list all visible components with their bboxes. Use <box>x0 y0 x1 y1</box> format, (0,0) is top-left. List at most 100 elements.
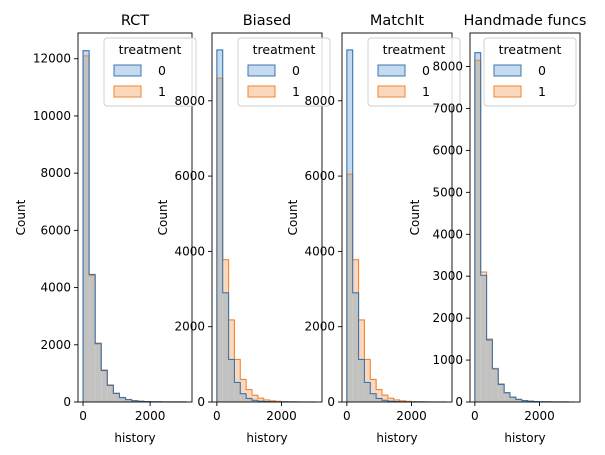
legend-title: treatment <box>119 42 182 57</box>
chart-title: Biased <box>243 13 292 29</box>
x-tick-label: 0 <box>79 409 87 423</box>
legend-swatch-0 <box>493 64 522 77</box>
bar-overlap <box>240 393 247 402</box>
bars <box>346 49 447 402</box>
y-tick-label: 1000 <box>432 353 463 367</box>
legend-swatch-0 <box>113 64 142 77</box>
bar-overlap <box>222 292 229 402</box>
bar-series-0 <box>89 274 96 276</box>
bar-overlap <box>480 275 487 402</box>
bar-overlap <box>107 385 114 402</box>
bar-overlap <box>515 399 522 402</box>
y-tick-label: 2000 <box>304 320 335 334</box>
legend-swatch-1 <box>377 85 406 98</box>
y-tick-label: 5000 <box>432 185 463 199</box>
legend-swatch-1 <box>113 85 142 98</box>
bar-series-0 <box>216 49 223 79</box>
bar-series-1 <box>246 389 252 399</box>
bar-series-1 <box>240 379 247 394</box>
legend: treatment 0 1 <box>367 37 461 107</box>
bar-overlap <box>131 400 138 402</box>
bar-series-1 <box>393 399 400 402</box>
legend-swatch-1 <box>493 85 522 98</box>
legend-title: treatment <box>383 42 446 57</box>
axes-frame <box>211 32 323 403</box>
bar-overlap <box>95 343 102 402</box>
axes-frame <box>469 32 581 403</box>
bar-series-1 <box>228 319 235 360</box>
chart-title: Handmade funcs <box>464 13 587 29</box>
bar-overlap <box>125 399 132 402</box>
bar-overlap <box>509 397 516 402</box>
legend-swatch-1 <box>247 85 276 98</box>
y-tick-label: 0 <box>455 395 463 409</box>
chart-title: RCT <box>121 13 149 29</box>
bar-series-0 <box>83 50 90 56</box>
y-tick-label: 0 <box>327 395 335 409</box>
x-tick-label: 2000 <box>524 409 555 423</box>
bar-overlap <box>521 400 528 402</box>
bar-series-1 <box>381 395 388 401</box>
bar-overlap <box>119 397 126 402</box>
bar-series-1 <box>480 272 487 276</box>
legend-label-1: 1 <box>422 84 430 99</box>
bar-overlap <box>251 400 258 402</box>
panel-rct: 0 2000 4000 6000 8000 10000 12000 0 2000 RCT histo… <box>14 13 197 445</box>
bar-overlap <box>364 382 371 402</box>
bar-overlap <box>376 398 382 402</box>
bar-overlap <box>358 359 365 402</box>
legend-label-0: 0 <box>292 63 300 78</box>
y-tick-label: 4000 <box>304 244 335 258</box>
legend-title: treatment <box>499 42 562 57</box>
x-axis-label: history <box>504 431 545 445</box>
x-axis-label: history <box>114 431 155 445</box>
bar-series-1 <box>387 398 394 402</box>
chart-title: MatchIt <box>370 13 425 29</box>
y-tick-label: 6000 <box>432 143 463 157</box>
x-tick-label: 0 <box>213 409 221 423</box>
y-tick-label: 6000 <box>40 223 71 237</box>
legend: treatment 0 1 <box>237 37 331 107</box>
bar-series-1 <box>358 319 365 360</box>
bar-overlap <box>83 55 90 402</box>
bar-overlap <box>89 275 96 402</box>
bar-overlap <box>113 393 120 402</box>
bar-overlap <box>228 359 235 402</box>
x-axis-label: history <box>246 431 287 445</box>
legend-label-0: 0 <box>422 63 430 78</box>
y-tick-label: 0 <box>63 395 71 409</box>
bar-overlap <box>381 400 388 402</box>
y-tick-label: 4000 <box>40 281 71 295</box>
x-tick-label: 2000 <box>135 409 166 423</box>
bar-series-0 <box>474 52 481 61</box>
bar-overlap <box>370 393 377 402</box>
y-tick-label: 0 <box>197 395 205 409</box>
bars <box>216 49 317 403</box>
y-tick-label: 4000 <box>432 227 463 241</box>
bar-overlap <box>486 339 493 402</box>
x-tick-label: 2000 <box>266 409 297 423</box>
bar-overlap <box>492 368 499 402</box>
y-tick-label: 2000 <box>432 311 463 325</box>
y-tick-label: 8000 <box>304 94 335 108</box>
legend: treatment 0 1 <box>103 37 197 107</box>
y-tick-label: 6000 <box>304 169 335 183</box>
bar-series-1 <box>257 398 264 402</box>
bar-overlap <box>352 292 359 402</box>
y-tick-label: 2000 <box>174 320 205 334</box>
y-axis-label: Count <box>156 199 170 235</box>
y-axis-label: Count <box>286 199 300 235</box>
legend-label-1: 1 <box>538 84 546 99</box>
bar-series-1 <box>234 359 241 383</box>
legend-swatch-0 <box>377 64 406 77</box>
x-tick-label: 0 <box>471 409 479 423</box>
bar-overlap <box>498 384 505 402</box>
legend-swatch-0 <box>247 64 276 77</box>
bar-series-0 <box>346 49 353 175</box>
y-tick-label: 10000 <box>33 109 71 123</box>
y-tick-label: 3000 <box>432 269 463 283</box>
bar-overlap <box>504 392 510 402</box>
legend-label-1: 1 <box>292 84 300 99</box>
